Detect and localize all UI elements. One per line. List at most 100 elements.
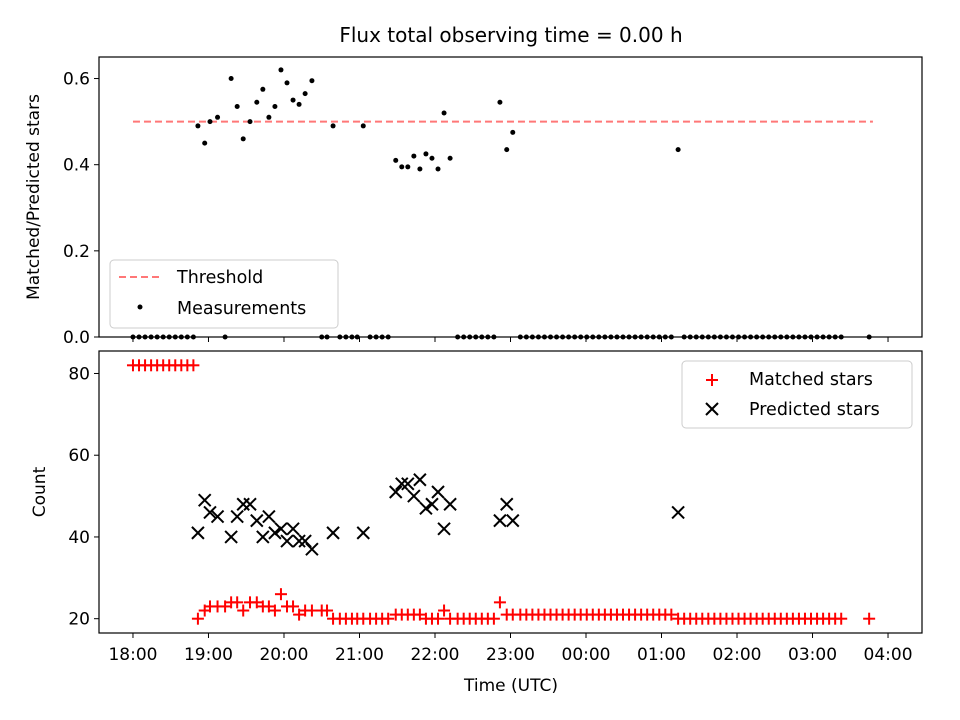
predicted-stars-point [425,497,439,511]
upper-y-axis-label: Matched/Predicted stars [24,94,44,300]
x-axis-label: Time (UTC) [463,676,558,696]
legend-threshold-label: Threshold [176,268,263,288]
measurement-point [207,119,213,125]
lower-y-tick-label: 20 [68,610,90,630]
matched-stars-point [438,604,451,617]
matched-stars-point [293,608,306,621]
predicted-stars-point [437,522,451,536]
measurement-point [309,78,315,84]
measurement-point [411,153,417,159]
predicted-stars-point [256,530,270,544]
predicted-stars-point [210,509,225,524]
measurement-point [284,80,290,86]
lower-y-axis-label: Count [30,466,50,517]
predicted-stars-point [500,497,514,511]
upper-y-tick-label: 0.4 [63,156,90,176]
measurement-point [202,140,208,146]
matched-stars-point [665,608,678,621]
measurement-point [266,114,272,120]
matched-stars-point [191,612,204,625]
measurement-point [254,99,260,105]
predicted-stars-point [401,477,415,491]
measurement-point [497,99,503,105]
measurement-point [504,147,510,153]
x-tick-label: 02:00 [713,645,762,665]
predicted-stars-point [395,477,409,491]
matched-stars-point [262,600,275,613]
lower-legend-box [681,360,913,429]
legend-plus-marker-icon [706,374,718,386]
measurement-point [441,110,447,116]
measurement-point [393,157,399,163]
measurement-point [675,147,681,153]
matched-stars-point [287,600,300,613]
x-tick-label: 00:00 [562,645,611,665]
measurement-point [278,67,284,73]
lower-panel-x-ticks: 18:00 19:00 20:00 21:00 22:00 23:00 00:00 01:00… [108,633,913,665]
measurement-point [330,123,336,129]
predicted-stars-point [413,473,427,487]
matched-stars-point [382,612,395,625]
x-tick-label: 18:00 [108,645,157,665]
measurement-point [399,164,405,170]
legend-matched-stars-label: Matched stars [749,370,873,390]
predicted-stars-point [197,493,212,507]
measurement-point [302,91,308,97]
lower-panel: 20 40 60 80 18:00 19:00 20:00 21:00 22:00 23:00 0… [30,350,923,696]
x-tick-label: 20:00 [259,645,308,665]
measurement-point [447,155,453,161]
measurement-point [228,76,234,82]
matched-stars-point [250,596,263,609]
upper-panel: 0.0 0.2 0.4 0.6 Matched/Predicted stars Thr… [24,56,923,348]
legend-measurements-label: Measurements [177,299,306,319]
upper-panel-x-ticks [132,337,889,342]
matched-stars-point [413,608,426,621]
predicted-stars-point [356,526,370,540]
measurement-point [234,104,240,110]
predicted-stars-point [274,522,288,536]
lower-y-tick-label: 80 [68,364,90,384]
x-tick-label: 23:00 [486,645,535,665]
predicted-stars-point [191,526,205,540]
measurement-point [429,155,435,161]
x-tick-label: 21:00 [335,645,384,665]
measurement-point [215,114,221,120]
matched-stars-point [487,612,500,625]
x-tick-label: 19:00 [184,645,233,665]
upper-legend: Threshold Measurements [109,259,339,329]
x-tick-label: 04:00 [864,645,913,665]
predicted-stars-point [506,513,520,528]
predicted-stars-point [326,526,340,540]
lower-panel-data [126,359,876,625]
predicted-stars-point [250,513,264,528]
measurement-point [360,123,366,129]
x-tick-label: 03:00 [788,645,837,665]
predicted-stars-point [431,485,445,499]
measurement-point [435,166,441,172]
predicted-stars-point [203,505,217,520]
upper-y-tick-label: 0.0 [63,328,90,348]
matched-stars-point [835,612,848,625]
lower-y-tick-label: 60 [68,446,90,466]
matched-stars-point [863,612,876,625]
upper-legend-box [109,259,339,329]
matched-stars-point [493,596,506,609]
measurement-point [405,164,411,170]
x-tick-label: 22:00 [410,645,459,665]
upper-y-tick-label: 0.6 [63,70,90,90]
measurement-point [195,123,201,129]
matched-stars-point [187,359,200,372]
matched-stars-point [219,600,232,613]
predicted-stars-point [419,501,433,516]
lower-y-tick-label: 40 [68,528,90,548]
measurement-point [417,166,423,172]
legend-x-marker-icon [705,402,719,416]
predicted-stars-point [671,505,685,520]
predicted-stars-point [389,485,403,499]
predicted-stars-point [230,509,244,524]
measurement-point [290,97,296,103]
predicted-stars-point [286,522,300,536]
upper-panel-y-ticks: 0.0 0.2 0.4 0.6 [63,70,99,348]
